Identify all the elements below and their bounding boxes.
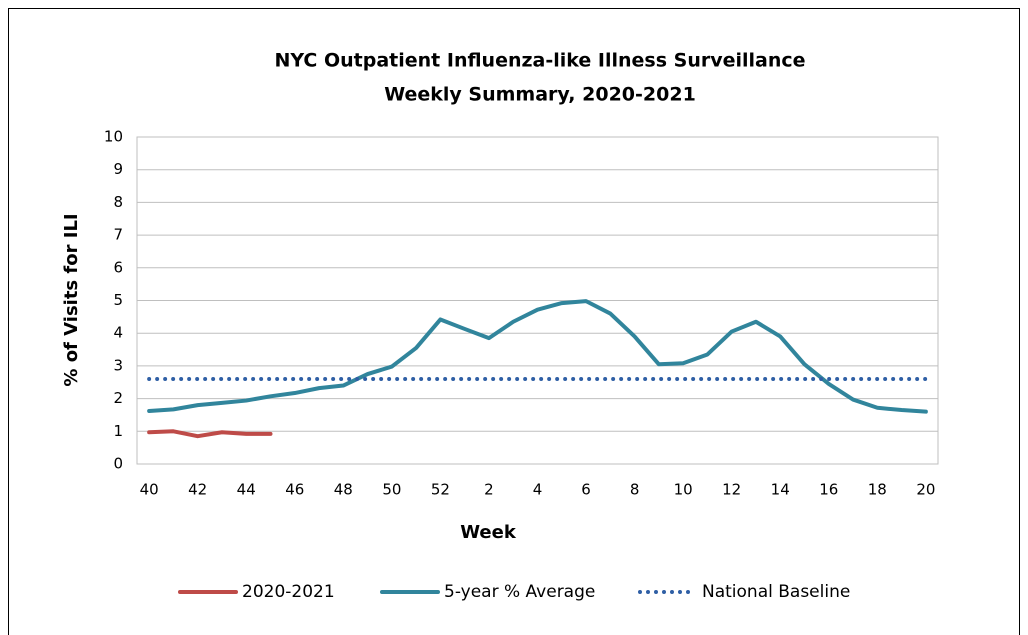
x-tick-label: 18 xyxy=(868,481,887,499)
x-tick-label: 12 xyxy=(722,481,741,499)
x-tick-label: 2 xyxy=(484,481,494,499)
x-axis-title: Week xyxy=(460,522,517,543)
x-tick-label: 40 xyxy=(140,481,159,499)
y-tick-label: 10 xyxy=(104,128,123,146)
y-tick-label: 5 xyxy=(113,291,123,309)
x-tick-label: 50 xyxy=(382,481,401,499)
y-tick-label: 4 xyxy=(113,324,123,342)
legend-label: National Baseline xyxy=(702,582,850,602)
x-tick-label: 52 xyxy=(431,481,450,499)
y-axis-title: % of Visits for ILI xyxy=(61,213,82,386)
y-tick-label: 7 xyxy=(113,226,123,244)
x-tick-label: 14 xyxy=(771,481,790,499)
x-tick-label: 46 xyxy=(285,481,304,499)
y-tick-label: 9 xyxy=(113,160,123,178)
series-line xyxy=(147,299,928,414)
y-tick-label: 1 xyxy=(113,422,123,440)
series-line xyxy=(147,429,273,439)
x-tick-label: 4 xyxy=(533,481,543,499)
x-tick-label: 42 xyxy=(188,481,207,499)
chart-subtitle: Weekly Summary, 2020-2021 xyxy=(384,84,696,106)
y-tick-label: 0 xyxy=(113,455,123,473)
y-tick-label: 6 xyxy=(113,258,123,276)
x-tick-label: 48 xyxy=(334,481,353,499)
x-tick-label: 16 xyxy=(819,481,838,499)
legend-label: 5-year % Average xyxy=(444,582,595,602)
x-tick-label: 20 xyxy=(916,481,935,499)
x-tick-label: 6 xyxy=(581,481,591,499)
y-tick-label: 2 xyxy=(113,389,123,407)
y-tick-label: 3 xyxy=(113,356,123,374)
legend-label: 2020-2021 xyxy=(242,582,335,602)
y-tick-label: 8 xyxy=(113,193,123,211)
plot-border xyxy=(136,136,939,465)
x-tick-label: 8 xyxy=(630,481,640,499)
x-tick-label: 10 xyxy=(674,481,693,499)
chart-title: NYC Outpatient Influenza-like Illness Su… xyxy=(274,50,805,72)
x-tick-label: 44 xyxy=(237,481,256,499)
